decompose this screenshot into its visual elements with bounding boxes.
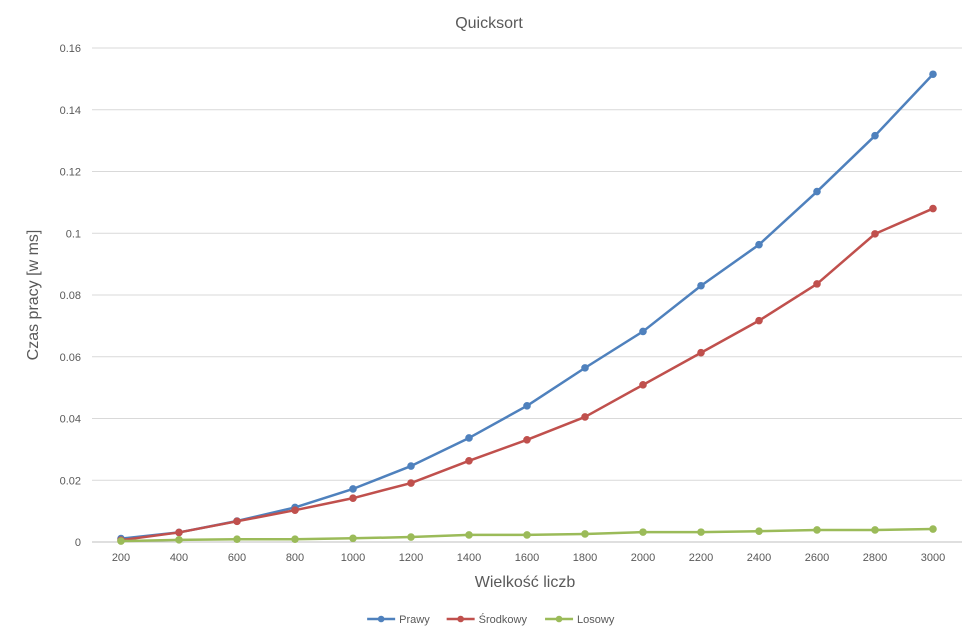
- legend: Prawy Środkowy Losowy: [367, 613, 615, 626]
- data-point: [465, 456, 473, 465]
- x-tick-label: 2400: [747, 552, 771, 564]
- x-tick-label: 2000: [631, 552, 655, 564]
- legend-label: Losowy: [577, 614, 615, 626]
- data-point: [349, 485, 357, 493]
- data-point: [697, 348, 705, 357]
- x-tick-label: 400: [170, 552, 188, 564]
- data-point: [697, 528, 705, 536]
- axes: 0 0.02 0.04 0.06 0.08 0.1 0.12 0.14 0.16 200 400 60…: [60, 43, 962, 564]
- x-tick-label: 1600: [515, 552, 539, 564]
- data-point: [465, 434, 473, 442]
- y-tick-label: 0.14: [60, 105, 81, 117]
- data-point: [291, 506, 299, 514]
- x-tick-label: 2800: [863, 552, 887, 564]
- data-point: [581, 364, 589, 372]
- data-point: [117, 537, 125, 545]
- data-point: [291, 535, 299, 544]
- y-tick-label: 0.1: [66, 228, 81, 240]
- data-point: [813, 526, 821, 534]
- legend-label: Środkowy: [479, 613, 528, 626]
- data-point: [871, 131, 879, 140]
- gridlines: [92, 47, 962, 481]
- y-tick-label: 0.06: [60, 352, 81, 364]
- data-point: [523, 402, 531, 410]
- y-tick-label: 0: [75, 537, 81, 549]
- x-tick-label: 800: [286, 552, 304, 564]
- data-point: [233, 517, 241, 526]
- legend-label: Prawy: [399, 614, 430, 626]
- data-point: [639, 381, 647, 389]
- data-point: [581, 413, 589, 421]
- x-tick-label: 1800: [573, 552, 597, 564]
- y-axis-title: Czas pracy [w ms]: [25, 230, 42, 361]
- data-point: [755, 240, 763, 249]
- legend-swatch-marker: [457, 615, 464, 623]
- data-point: [929, 525, 937, 533]
- legend-swatch-marker: [377, 615, 385, 623]
- data-point: [871, 230, 879, 238]
- data-point: [697, 281, 705, 290]
- data-point: [639, 327, 647, 336]
- x-tick-label: 3000: [921, 552, 945, 564]
- series-lines: [117, 70, 937, 545]
- data-point: [813, 280, 821, 288]
- series-line-1: [119, 207, 935, 542]
- data-point: [871, 526, 879, 534]
- x-tick-label: 2600: [805, 552, 829, 564]
- y-tick-label: 0.04: [60, 414, 81, 426]
- y-tick-label: 0.02: [60, 475, 81, 487]
- data-point: [929, 204, 937, 213]
- data-point: [581, 530, 589, 538]
- data-point: [465, 531, 473, 539]
- x-tick-label: 1400: [457, 552, 481, 564]
- series-line-0: [119, 72, 935, 540]
- x-tick-label: 1200: [399, 552, 423, 564]
- data-point: [407, 479, 415, 487]
- x-axis-title: Wielkość liczb: [475, 574, 576, 591]
- data-point: [233, 535, 241, 544]
- legend-swatch-marker: [555, 615, 563, 623]
- data-point: [523, 531, 531, 539]
- y-tick-label: 0.08: [60, 290, 81, 302]
- y-tick-label: 0.16: [60, 43, 81, 55]
- data-point: [523, 436, 531, 444]
- data-point: [407, 462, 415, 470]
- data-point: [175, 528, 183, 537]
- data-point: [755, 527, 763, 535]
- x-tick-label: 200: [112, 552, 130, 564]
- x-tick-label: 600: [228, 552, 246, 564]
- x-tick-label: 1000: [341, 552, 365, 564]
- x-tick-label: 2200: [689, 552, 713, 564]
- data-point: [349, 494, 357, 502]
- chart-title: Quicksort: [455, 15, 523, 32]
- y-tick-label: 0.12: [60, 167, 81, 179]
- data-point: [929, 70, 937, 79]
- data-point: [755, 316, 763, 325]
- data-point: [175, 536, 183, 544]
- data-point: [349, 534, 357, 543]
- data-point: [407, 533, 415, 541]
- data-point: [813, 187, 821, 196]
- data-point: [639, 528, 647, 536]
